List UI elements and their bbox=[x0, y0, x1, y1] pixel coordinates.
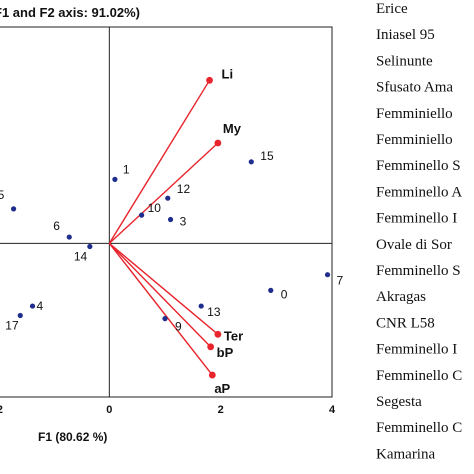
observation-label: 10 bbox=[148, 201, 162, 215]
observation-label: 13 bbox=[207, 305, 221, 319]
legend-item: Selinunte bbox=[376, 53, 433, 69]
observation-label: 0 bbox=[281, 287, 288, 301]
vector-line bbox=[108, 242, 212, 348]
legend-item: Ovale di Sor bbox=[376, 237, 452, 253]
vector-label: Li bbox=[222, 66, 234, 81]
observation-point bbox=[87, 243, 93, 250]
x-tick-label: -2 bbox=[0, 404, 3, 416]
legend: Erice Iniasel 95 Selinunte Sfusato Ama Femmi… bbox=[376, 1, 462, 462]
observation-point bbox=[66, 234, 72, 240]
observation-label: 6 bbox=[53, 219, 60, 233]
vector-endpoint bbox=[207, 343, 215, 351]
observation-point bbox=[112, 176, 118, 182]
observation-point bbox=[268, 287, 274, 293]
observation-label: 12 bbox=[177, 182, 191, 196]
vector-label: Ter bbox=[224, 328, 243, 343]
vector-endpoint bbox=[208, 371, 216, 379]
observation-point bbox=[29, 303, 36, 309]
observation-label: 5 bbox=[0, 188, 5, 202]
legend-item: Femminello S bbox=[376, 263, 461, 279]
vector-line bbox=[108, 242, 213, 376]
observation-label: 9 bbox=[175, 320, 182, 334]
legend-item: Femminello I bbox=[376, 342, 457, 358]
observation-point bbox=[248, 159, 254, 165]
legend-item: Kamarina bbox=[376, 446, 435, 462]
vector-label: My bbox=[223, 121, 242, 136]
legend-item: CNR L58 bbox=[376, 315, 435, 331]
vector-line bbox=[108, 242, 219, 335]
vector-line bbox=[108, 79, 211, 244]
x-tick-label: 4 bbox=[329, 404, 336, 416]
variable-vectors: Li My Ter bP aP bbox=[108, 66, 243, 396]
observation-point bbox=[198, 303, 204, 309]
observation-point bbox=[167, 216, 174, 223]
observation-label: 4 bbox=[37, 299, 44, 313]
observation-label: 1 bbox=[123, 162, 130, 176]
observation-label: 17 bbox=[5, 318, 19, 332]
chart-title: F1 and F2 axis: 91.02%) bbox=[0, 5, 140, 20]
vector-label: aP bbox=[214, 381, 230, 396]
observation-point bbox=[10, 206, 17, 212]
x-axis-label: F1 (80.62 %) bbox=[38, 430, 107, 444]
observation-point bbox=[324, 272, 331, 278]
x-tick-label: 0 bbox=[106, 404, 112, 416]
observation-point bbox=[165, 195, 171, 201]
vector-endpoint bbox=[214, 139, 222, 147]
observation-point bbox=[17, 312, 23, 319]
legend-item: Sfusato Ama bbox=[376, 80, 453, 96]
legend-item: Erice bbox=[376, 1, 408, 17]
vector-endpoint bbox=[214, 330, 222, 338]
legend-item: Femminiello bbox=[376, 106, 453, 122]
vector-line bbox=[108, 142, 219, 244]
plot-frame bbox=[0, 26, 333, 398]
vector-label: bP bbox=[217, 345, 234, 360]
legend-item: Akragas bbox=[376, 289, 426, 305]
observation-label: 14 bbox=[74, 249, 88, 263]
legend-item: Femminello I bbox=[376, 211, 457, 227]
legend-item: Femminello C bbox=[376, 420, 462, 436]
observation-point bbox=[139, 212, 145, 218]
observation-label: 15 bbox=[260, 149, 274, 163]
legend-item: Segesta bbox=[376, 394, 422, 410]
legend-item: Femminello S bbox=[376, 158, 461, 174]
x-tick-label: 2 bbox=[218, 404, 224, 416]
observation-label: 3 bbox=[180, 215, 187, 229]
observation-label: 7 bbox=[337, 274, 344, 288]
legend-item: Iniasel 95 bbox=[376, 27, 435, 43]
legend-item: Femminello A bbox=[376, 184, 462, 200]
x-tick-labels: -2 0 2 4 bbox=[0, 404, 336, 416]
legend-item: Femminiello bbox=[376, 132, 453, 148]
vector-endpoint bbox=[206, 76, 213, 84]
observation-point bbox=[162, 316, 168, 322]
legend-item: Femminello C bbox=[376, 368, 462, 384]
